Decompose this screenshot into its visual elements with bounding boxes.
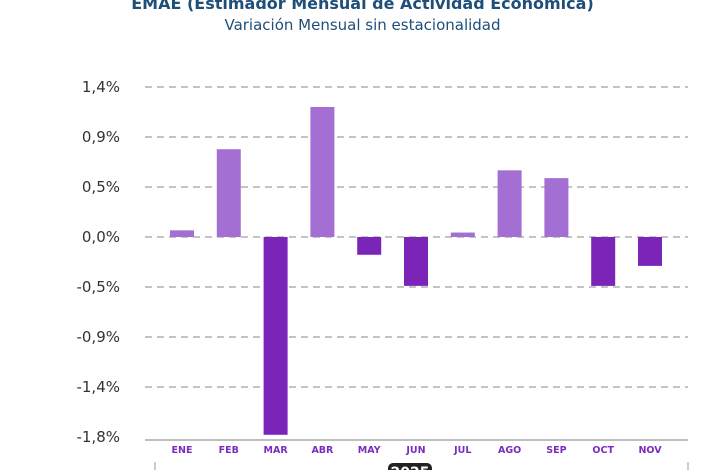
x-tick-label: JUL xyxy=(453,445,471,456)
x-tick-label: AGO xyxy=(498,445,521,456)
bar-ene xyxy=(170,230,194,237)
x-tick-label: ABR xyxy=(311,445,334,456)
x-tick-label: OCT xyxy=(592,445,614,456)
x-tick-label: MAR xyxy=(264,445,289,456)
bar-feb xyxy=(216,149,241,237)
bar-ago xyxy=(497,170,522,237)
x-tick-label: ENE xyxy=(172,445,193,456)
bar-jun xyxy=(404,237,428,286)
y-tick-label: -0,9% xyxy=(76,328,120,346)
x-tick-label: MAY xyxy=(358,445,381,456)
year-badge xyxy=(388,463,432,470)
bar-abr xyxy=(310,107,335,237)
bar-sep xyxy=(544,178,569,237)
bar-may xyxy=(357,237,382,255)
x-tick-label: JUN xyxy=(405,445,425,456)
bar-oct xyxy=(591,237,616,286)
y-tick-label: 0,9% xyxy=(82,128,120,146)
x-tick-label: SEP xyxy=(546,445,566,456)
y-tick-label: -1,8% xyxy=(76,428,120,446)
x-tick-label: FEB xyxy=(219,445,239,456)
chart-title: EMAE (Estimador Mensual de Actividad Eco… xyxy=(131,0,594,13)
y-tick-label: 1,4% xyxy=(82,78,120,96)
y-tick-label: 0,0% xyxy=(82,228,120,246)
y-tick-label: -1,4% xyxy=(76,378,120,396)
y-tick-label: 0,5% xyxy=(82,178,120,196)
bar-jul xyxy=(450,232,475,237)
x-tick-label: NOV xyxy=(638,445,662,456)
year-label: 2025 xyxy=(391,465,430,470)
bar-mar xyxy=(263,237,288,435)
y-tick-label: -0,5% xyxy=(76,278,120,296)
bar-nov xyxy=(638,237,662,266)
chart-subtitle: Variación Mensual sin estacionalidad xyxy=(224,16,501,34)
